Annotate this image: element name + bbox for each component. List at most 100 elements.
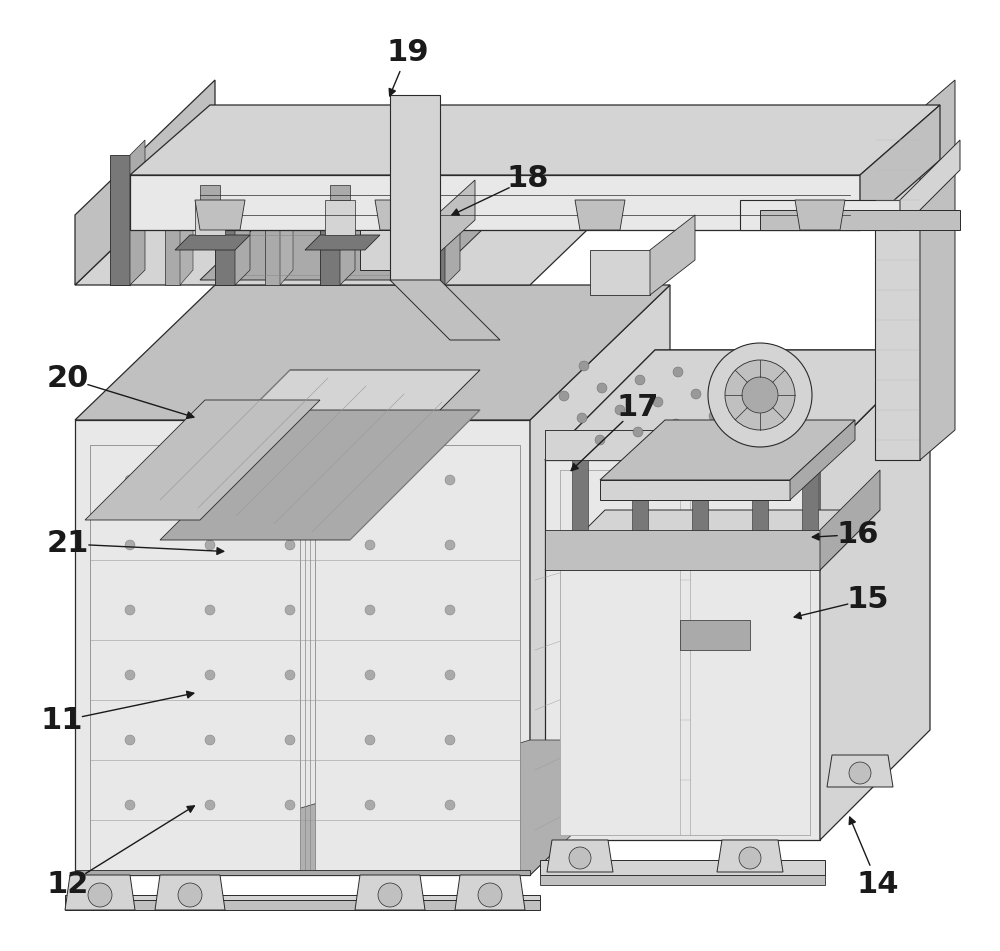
Circle shape (725, 360, 795, 430)
Circle shape (577, 413, 587, 423)
Circle shape (445, 540, 455, 550)
Polygon shape (600, 420, 855, 480)
Polygon shape (180, 145, 193, 285)
Circle shape (285, 605, 295, 615)
Text: 20: 20 (47, 364, 89, 393)
Polygon shape (445, 140, 460, 285)
Polygon shape (760, 210, 960, 230)
Circle shape (478, 883, 502, 907)
Polygon shape (130, 105, 940, 175)
Polygon shape (195, 200, 225, 235)
Polygon shape (545, 530, 820, 570)
Circle shape (653, 397, 663, 407)
Circle shape (445, 670, 455, 680)
Circle shape (205, 540, 215, 550)
Circle shape (633, 427, 643, 437)
Polygon shape (560, 470, 680, 835)
Circle shape (125, 540, 135, 550)
Polygon shape (130, 145, 143, 285)
Polygon shape (75, 870, 530, 875)
Polygon shape (75, 740, 670, 875)
Circle shape (729, 381, 739, 391)
Polygon shape (280, 185, 335, 200)
Circle shape (378, 883, 402, 907)
Circle shape (445, 800, 455, 810)
Polygon shape (545, 460, 820, 840)
Polygon shape (210, 185, 265, 200)
Polygon shape (200, 185, 220, 200)
Polygon shape (560, 470, 810, 835)
Text: 19: 19 (387, 38, 429, 67)
Polygon shape (875, 110, 920, 460)
Circle shape (125, 475, 135, 485)
Polygon shape (315, 445, 520, 870)
Polygon shape (572, 460, 588, 530)
Text: 11: 11 (41, 707, 83, 735)
Polygon shape (545, 510, 880, 570)
Circle shape (125, 605, 135, 615)
Circle shape (178, 883, 202, 907)
Polygon shape (752, 460, 768, 530)
Polygon shape (545, 430, 820, 460)
Circle shape (365, 735, 375, 745)
Circle shape (708, 343, 812, 447)
Polygon shape (65, 895, 540, 900)
Text: 17: 17 (617, 393, 659, 421)
Polygon shape (455, 875, 525, 910)
Circle shape (365, 475, 375, 485)
Polygon shape (235, 140, 250, 285)
Text: 16: 16 (837, 520, 879, 549)
Circle shape (615, 405, 625, 415)
Polygon shape (390, 95, 440, 280)
Circle shape (635, 375, 645, 385)
Polygon shape (155, 875, 225, 910)
Text: 21: 21 (47, 530, 89, 558)
Circle shape (365, 540, 375, 550)
Polygon shape (360, 230, 420, 270)
Circle shape (595, 435, 605, 445)
Circle shape (742, 377, 778, 413)
Polygon shape (75, 80, 215, 285)
Circle shape (785, 395, 795, 405)
Circle shape (767, 373, 777, 383)
Polygon shape (590, 250, 650, 295)
Circle shape (569, 847, 591, 869)
Circle shape (445, 735, 455, 745)
Circle shape (285, 475, 295, 485)
Polygon shape (540, 860, 825, 875)
Circle shape (205, 735, 215, 745)
Polygon shape (827, 755, 893, 787)
Circle shape (747, 403, 757, 413)
Circle shape (125, 800, 135, 810)
Text: 14: 14 (857, 870, 899, 899)
Polygon shape (600, 480, 790, 500)
Polygon shape (820, 470, 880, 570)
Polygon shape (90, 445, 300, 870)
Polygon shape (420, 180, 475, 270)
Polygon shape (575, 200, 625, 230)
Polygon shape (740, 200, 900, 230)
Polygon shape (717, 840, 783, 872)
Circle shape (205, 605, 215, 615)
Circle shape (285, 800, 295, 810)
Polygon shape (160, 410, 480, 540)
Polygon shape (545, 350, 930, 460)
Polygon shape (355, 875, 425, 910)
Circle shape (559, 391, 569, 401)
Circle shape (739, 847, 761, 869)
Polygon shape (390, 280, 500, 340)
Circle shape (125, 670, 135, 680)
Polygon shape (632, 460, 648, 530)
Circle shape (205, 670, 215, 680)
Circle shape (445, 605, 455, 615)
Polygon shape (325, 200, 355, 235)
Polygon shape (690, 470, 810, 835)
Polygon shape (545, 430, 820, 460)
Circle shape (205, 475, 215, 485)
Polygon shape (860, 105, 940, 230)
Circle shape (597, 383, 607, 393)
Polygon shape (130, 175, 860, 230)
Circle shape (205, 800, 215, 810)
Polygon shape (175, 235, 250, 250)
Polygon shape (802, 460, 818, 530)
